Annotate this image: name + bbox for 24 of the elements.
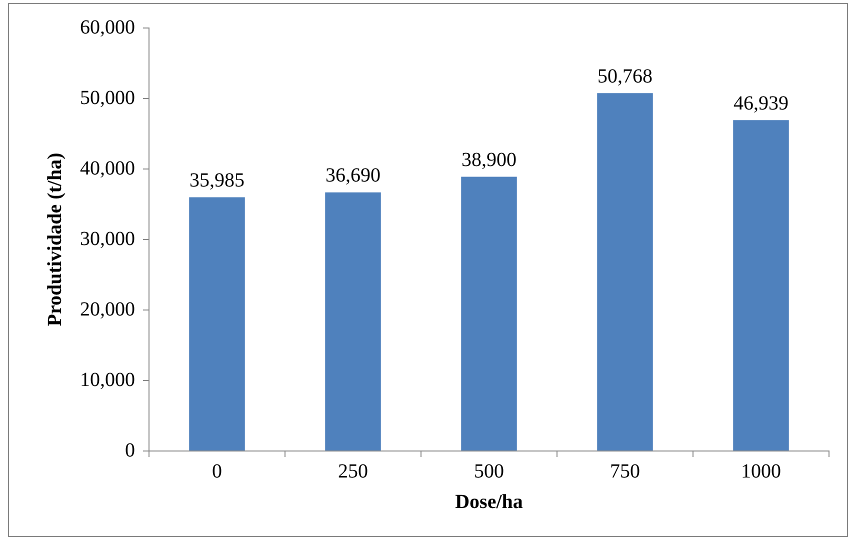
- x-tick-label: 750: [610, 460, 640, 482]
- bar: [733, 120, 789, 450]
- bar: [461, 176, 517, 450]
- y-tick-label: 40,000: [80, 157, 135, 180]
- y-tick-label: 60,000: [80, 16, 135, 38]
- data-label: 46,939: [734, 92, 788, 114]
- data-label: 50,768: [598, 65, 652, 88]
- x-tick-label: 1000: [741, 460, 781, 482]
- y-tick-label: 10,000: [80, 368, 135, 391]
- y-tick-label: 30,000: [80, 228, 135, 250]
- y-tick-label: 0: [125, 439, 135, 462]
- x-tick-label: 0: [212, 460, 222, 482]
- data-label: 35,985: [190, 170, 244, 192]
- x-tick-label: 500: [474, 460, 504, 482]
- y-tick-label: 50,000: [80, 86, 135, 109]
- y-tick-label: 20,000: [80, 298, 135, 320]
- bar: [189, 197, 245, 450]
- bar: [325, 192, 381, 450]
- x-axis-title: Dose/ha: [455, 491, 523, 514]
- data-label: 38,900: [462, 149, 516, 172]
- y-axis-title: Produtividade (t/ha): [44, 152, 66, 326]
- bar: [597, 93, 653, 450]
- x-tick-label: 250: [338, 460, 368, 482]
- data-label: 36,690: [326, 164, 380, 187]
